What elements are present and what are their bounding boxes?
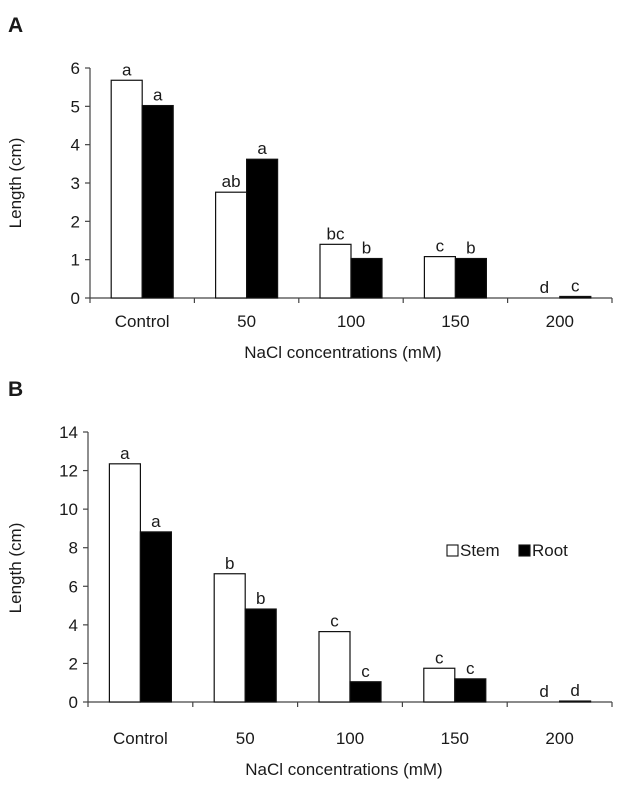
- significance-letter: b: [466, 239, 475, 258]
- y-tick-label: 4: [71, 136, 80, 155]
- y-tick-label: 12: [59, 462, 78, 481]
- significance-letter: d: [570, 681, 579, 700]
- panel-label-a: A: [8, 14, 23, 37]
- y-tick-label: 2: [71, 212, 80, 231]
- bar-stem: [215, 191, 248, 299]
- chart-panel-b: B 0 2 4 6 8 10 12 14 a a b b c c c c d d Control 50 100 150…: [6, 378, 613, 779]
- bar-root: [349, 681, 382, 703]
- bar-stem: [213, 573, 246, 703]
- legend-label-stem: Stem: [460, 541, 500, 560]
- bar-stem: [108, 463, 142, 703]
- significance-letter: b: [362, 239, 371, 258]
- y-tick-label: 0: [69, 693, 78, 712]
- category-label: 200: [546, 312, 574, 331]
- y-tick-label: 5: [71, 97, 80, 116]
- significance-letter: bc: [327, 224, 345, 243]
- x-axis-title-b: NaCl concentrations (mM): [245, 760, 442, 779]
- significance-letter: c: [361, 662, 370, 681]
- significance-letter: a: [153, 86, 163, 105]
- y-tick-label: 6: [69, 577, 78, 596]
- category-label: 150: [441, 729, 469, 748]
- y-tick-label: 0: [71, 289, 80, 308]
- y-tick-label: 1: [71, 251, 80, 270]
- y-tick-label: 8: [69, 539, 78, 558]
- significance-letter: d: [539, 682, 548, 701]
- y-axis-title-b: Length (cm): [6, 523, 25, 614]
- significance-letter: a: [151, 512, 161, 531]
- panel-label-b: B: [8, 378, 23, 401]
- significance-letter: a: [120, 444, 130, 463]
- y-tick-label: 14: [59, 423, 78, 442]
- y-tick-label: 2: [69, 654, 78, 673]
- category-label: 50: [237, 312, 256, 331]
- bar-root: [139, 531, 172, 703]
- significance-letter: ab: [222, 172, 241, 191]
- bar-root: [558, 700, 592, 703]
- category-label: 150: [441, 312, 469, 331]
- category-label: Control: [115, 312, 170, 331]
- y-axis-title-a: Length (cm): [6, 138, 25, 229]
- legend-label-root: Root: [532, 541, 568, 560]
- significance-letter: a: [257, 139, 267, 158]
- significance-letter: b: [225, 554, 234, 573]
- y-tick-label: 4: [69, 616, 78, 635]
- bar-root: [454, 257, 487, 299]
- y-tick-label: 10: [59, 500, 78, 519]
- bar-stem: [319, 243, 352, 299]
- bar-root: [244, 608, 277, 703]
- significance-letter: c: [330, 612, 339, 631]
- bar-stem: [423, 256, 456, 299]
- legend: Stem Root: [446, 541, 568, 560]
- bar-stem: [318, 631, 351, 703]
- significance-letter: a: [122, 60, 132, 79]
- bar-stem: [110, 79, 143, 299]
- significance-letter: c: [571, 276, 580, 295]
- significance-letter: c: [466, 659, 475, 678]
- category-label: 100: [336, 729, 364, 748]
- significance-letter: d: [540, 278, 549, 297]
- significance-letter: c: [436, 237, 445, 256]
- category-label: 100: [337, 312, 365, 331]
- category-label: Control: [113, 729, 168, 748]
- y-tick-label: 3: [71, 174, 80, 193]
- significance-letter: c: [435, 648, 444, 667]
- bar-root: [141, 104, 174, 299]
- category-label: 200: [545, 729, 573, 748]
- legend-swatch-stem: [446, 544, 459, 557]
- bar-root: [350, 257, 383, 299]
- y-tick-label: 6: [71, 59, 80, 78]
- category-label: 50: [236, 729, 255, 748]
- bar-root: [559, 295, 592, 299]
- significance-letter: b: [256, 589, 265, 608]
- bar-stem: [423, 667, 456, 703]
- legend-swatch-root: [518, 544, 531, 557]
- bar-root: [454, 678, 487, 703]
- bar-root: [246, 158, 279, 299]
- x-axis-title-a: NaCl concentrations (mM): [244, 343, 441, 362]
